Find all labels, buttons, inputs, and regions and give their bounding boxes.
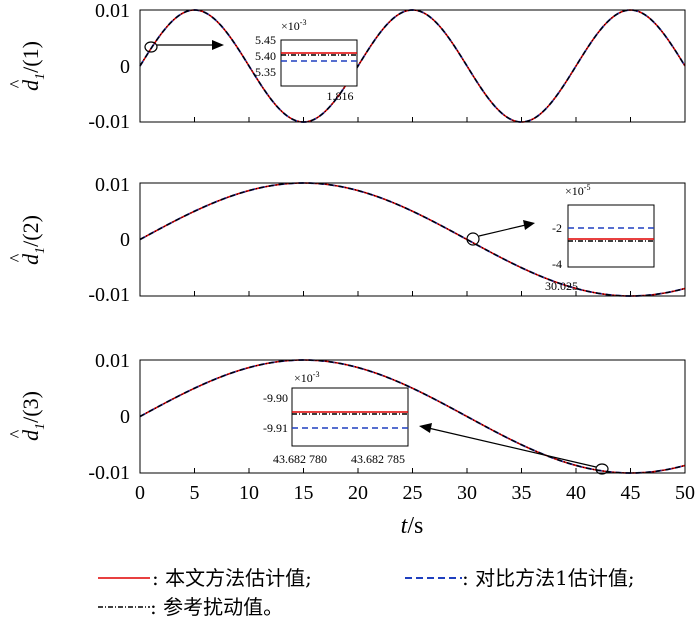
panel-3-inset-exp: ×10 bbox=[294, 371, 313, 385]
panel-3-inset-xtick-2: 43.682 785 bbox=[351, 452, 405, 466]
svg-text:^: ^ bbox=[6, 429, 26, 438]
panel-1-curves bbox=[139, 9, 686, 123]
panel-1-ylabel-sub: 1 bbox=[33, 73, 48, 80]
svg-text:d1/(3): d1/(3) bbox=[18, 391, 48, 441]
panel-2-ylabel-idx: /(2) bbox=[18, 215, 43, 247]
panel-3-ytick-mid: 0 bbox=[120, 406, 130, 428]
panel-1-inset: ×10-3 5.45 5.40 5.35 1.816 bbox=[255, 18, 358, 103]
svg-text:×10-3: ×10-3 bbox=[294, 370, 319, 385]
panel-1-zoom-marker bbox=[144, 41, 158, 53]
x-axis-label-var: t bbox=[401, 513, 409, 539]
panel-1-arrowhead bbox=[212, 40, 224, 50]
panel-3-ytick-bot: -0.01 bbox=[88, 462, 130, 484]
panel-3-arrowhead bbox=[419, 423, 432, 433]
legend-item-reference: : 参考扰动值。 bbox=[98, 595, 283, 619]
panel-3-inset-ytick-1: -9.90 bbox=[263, 391, 288, 405]
panel-3-ylabel-idx: /(3) bbox=[18, 391, 43, 423]
panel-2-inset-exp-pow: -5 bbox=[584, 183, 591, 192]
panel-2-inset-ytick-1: -2 bbox=[552, 221, 562, 235]
panel-3-curves bbox=[139, 359, 686, 474]
panel-1-inset-ytick-2: 5.40 bbox=[255, 49, 276, 63]
panel-3-inset: ×10-3 -9.90 -9.91 43.682 780 43.682 785 bbox=[263, 370, 409, 466]
legend-label-proposed: : 本文方法估计值; bbox=[152, 566, 312, 590]
panel-1: 0.01 0 -0.01 d1/(1) ^ ×10-3 5.45 5.40 5.… bbox=[6, 0, 686, 133]
legend-label-reference: : 参考扰动值。 bbox=[150, 595, 283, 619]
x-tick-label: 30 bbox=[457, 482, 477, 504]
x-tick-label: 40 bbox=[566, 482, 586, 504]
panel-3-inset-exp-pow: -3 bbox=[313, 370, 320, 379]
x-tick-label: 25 bbox=[403, 482, 423, 504]
panel-3-inset-ytick-2: -9.91 bbox=[263, 421, 288, 435]
panel-2: 0.01 0 -0.01 d1/(2) ^ ×10-5 -2 -4 30.025 bbox=[6, 174, 686, 306]
panel-3-ylabel-sub: 1 bbox=[33, 423, 48, 430]
panel-1-ytick-mid: 0 bbox=[120, 56, 130, 78]
panel-3-ylabel: d1/(3) ^ bbox=[6, 391, 48, 441]
panel-2-frame bbox=[139, 182, 686, 297]
panel-1-ylabel: d1/(1) ^ bbox=[6, 41, 48, 91]
panel-1-ytick-top: 0.01 bbox=[95, 0, 130, 22]
panel-2-ytick-top: 0.01 bbox=[95, 174, 130, 196]
panel-2-ylabel-sub: 1 bbox=[33, 247, 48, 254]
panel-2-series-reference bbox=[139, 182, 686, 297]
panel-2-arrowhead bbox=[523, 220, 535, 230]
panel-3-zoom-marker bbox=[595, 463, 609, 475]
panel-1-ylabel-var: d bbox=[18, 79, 43, 91]
panel-3-xticks: 0 5 10 15 20 25 30 35 40 45 50 bbox=[135, 482, 695, 504]
panel-1-series-reference bbox=[139, 9, 686, 123]
panel-3-ytick-top: 0.01 bbox=[95, 350, 130, 372]
legend-item-compare: : 对比方法1估计值; bbox=[405, 566, 635, 590]
panel-2-inset-ytick-2: -4 bbox=[552, 257, 562, 271]
x-tick-label: 35 bbox=[512, 482, 532, 504]
panel-2-inset-xtick-1: 30.025 bbox=[545, 279, 578, 293]
panel-3: 0.01 0 -0.01 d1/(3) ^ 0 5 10 15 20 25 30 35 40 45… bbox=[6, 350, 695, 539]
panel-3-frame bbox=[139, 359, 686, 474]
panel-2-ytick-mid: 0 bbox=[120, 229, 130, 251]
x-tick-label: 50 bbox=[675, 482, 695, 504]
panel-2-ytick-bot: -0.01 bbox=[88, 284, 130, 306]
panel-2-arrow bbox=[478, 223, 531, 237]
svg-text:^: ^ bbox=[6, 79, 26, 88]
panel-1-inset-ytick-1: 5.45 bbox=[255, 33, 276, 47]
svg-text:d1/(2): d1/(2) bbox=[18, 215, 48, 265]
legend-item-proposed: : 本文方法估计值; bbox=[98, 566, 312, 590]
panel-1-inset-exp: ×10 bbox=[281, 19, 300, 33]
panel-2-ylabel: d1/(2) ^ bbox=[6, 215, 48, 265]
panel-2-ylabel-var: d bbox=[18, 253, 43, 265]
panel-1-inset-ytick-3: 5.35 bbox=[255, 65, 276, 79]
x-tick-label: 20 bbox=[348, 482, 368, 504]
panel-2-zoom-marker bbox=[466, 232, 480, 246]
svg-text:×10-3: ×10-3 bbox=[281, 18, 306, 33]
x-tick-label: 15 bbox=[294, 482, 314, 504]
x-tick-label: 0 bbox=[135, 482, 145, 504]
panel-3-series-reference bbox=[139, 359, 686, 474]
panel-1-inset-exp-pow: -3 bbox=[300, 18, 307, 27]
panel-3-inset-xtick-1: 43.682 780 bbox=[273, 452, 327, 466]
x-tick-label: 10 bbox=[239, 482, 259, 504]
x-tick-label: 45 bbox=[621, 482, 641, 504]
panel-3-ylabel-var: d bbox=[18, 429, 43, 441]
panel-2-inset-exp: ×10 bbox=[565, 184, 584, 198]
svg-text:d1/(1): d1/(1) bbox=[18, 41, 48, 91]
panel-3-arrow bbox=[423, 426, 597, 468]
x-axis-label: t/s bbox=[401, 513, 424, 539]
panel-1-ytick-bot: -0.01 bbox=[88, 111, 130, 133]
panel-1-frame bbox=[139, 9, 686, 123]
panel-2-inset: ×10-5 -2 -4 30.025 bbox=[545, 183, 655, 293]
x-axis-label-unit: /s bbox=[407, 513, 423, 539]
panel-1-ylabel-idx: /(1) bbox=[18, 41, 43, 73]
svg-text:^: ^ bbox=[6, 253, 26, 262]
panel-1-inset-xtick-1: 1.816 bbox=[327, 89, 354, 103]
svg-text:×10-5: ×10-5 bbox=[565, 183, 590, 198]
legend-label-compare: : 对比方法1估计值; bbox=[462, 566, 635, 590]
x-tick-label: 5 bbox=[190, 482, 200, 504]
legend: : 本文方法估计值; : 对比方法1估计值; : 参考扰动值。 bbox=[98, 566, 635, 619]
